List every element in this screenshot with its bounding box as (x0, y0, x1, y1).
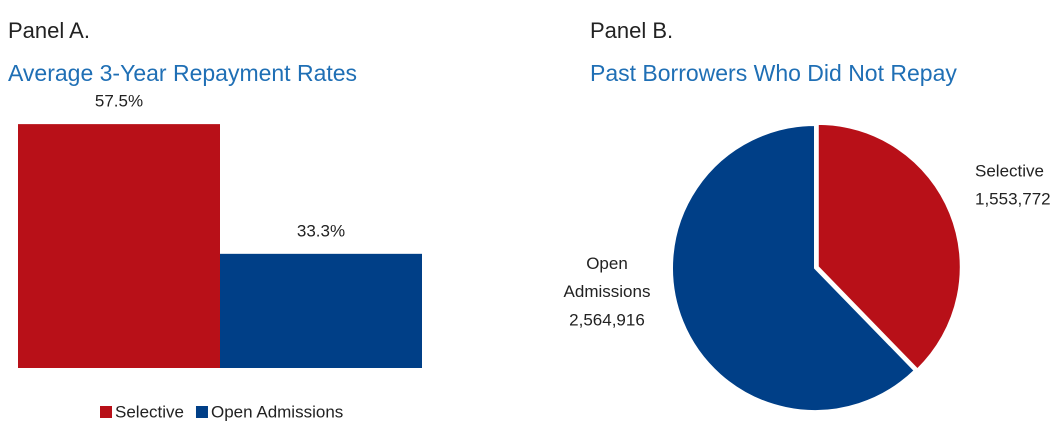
chart-title: Average 3-Year Repayment Rates (8, 60, 357, 86)
panel-label: Panel A. (8, 18, 90, 43)
legend-label: Open Admissions (211, 402, 343, 421)
bar (220, 253, 422, 368)
panel-label: Panel B. (590, 18, 673, 43)
value-label: 2,564,916 (569, 310, 645, 329)
value-label: 1,553,772 (975, 189, 1051, 208)
pie-slice (671, 123, 917, 412)
slice-label: Open Admissions (564, 254, 651, 301)
legend-swatch (100, 406, 112, 418)
pie-slice (816, 122, 962, 371)
bar (18, 124, 220, 369)
legend-swatch (195, 406, 208, 418)
value-label: 57.5% (95, 92, 143, 111)
slice-label: Selective (975, 161, 1044, 180)
value-label: 33.3% (297, 221, 345, 240)
chart-title: Past Borrowers Who Did Not Repay (590, 60, 957, 86)
legend-label: Selective (115, 402, 184, 421)
